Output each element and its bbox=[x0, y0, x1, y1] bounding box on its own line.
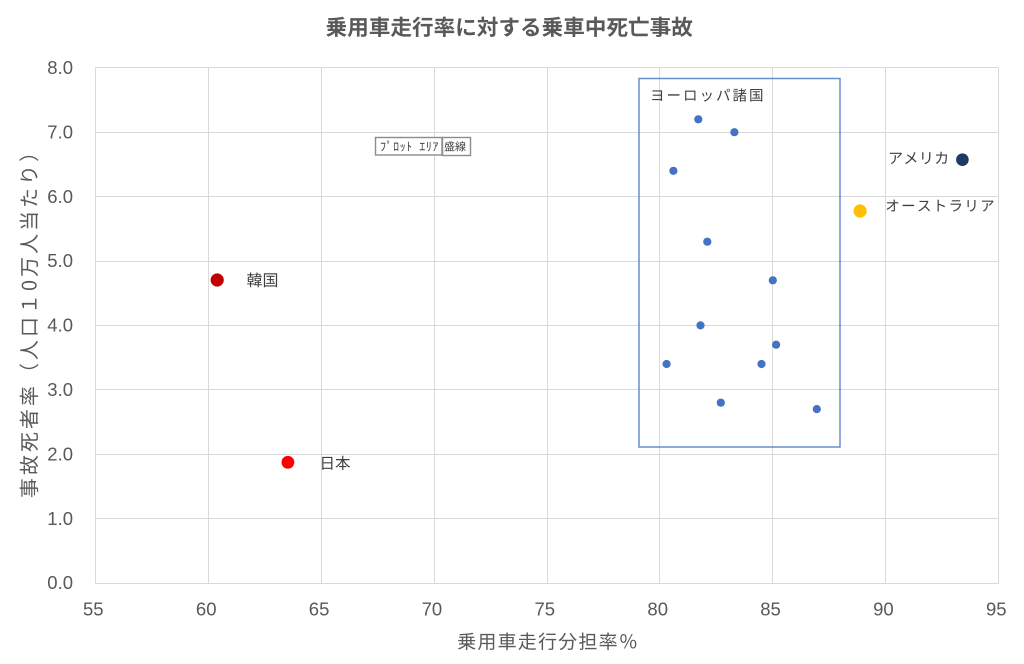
svg-text:5.0: 5.0 bbox=[47, 250, 73, 271]
svg-text:7.0: 7.0 bbox=[47, 121, 73, 142]
svg-text:60: 60 bbox=[196, 599, 217, 620]
svg-text:95: 95 bbox=[986, 599, 1007, 620]
svg-text:4.0: 4.0 bbox=[47, 315, 73, 336]
svg-text:2.0: 2.0 bbox=[47, 443, 73, 464]
svg-text:90: 90 bbox=[873, 599, 894, 620]
svg-text:80: 80 bbox=[647, 599, 668, 620]
svg-text:0.0: 0.0 bbox=[47, 572, 73, 593]
svg-text:8.0: 8.0 bbox=[47, 57, 73, 78]
svg-text:70: 70 bbox=[422, 599, 443, 620]
svg-text:65: 65 bbox=[309, 599, 330, 620]
svg-text:55: 55 bbox=[83, 599, 104, 620]
svg-text:1.0: 1.0 bbox=[47, 508, 73, 529]
svg-text:3.0: 3.0 bbox=[47, 379, 73, 400]
svg-text:75: 75 bbox=[535, 599, 556, 620]
svg-text:6.0: 6.0 bbox=[47, 186, 73, 207]
svg-text:85: 85 bbox=[760, 599, 781, 620]
